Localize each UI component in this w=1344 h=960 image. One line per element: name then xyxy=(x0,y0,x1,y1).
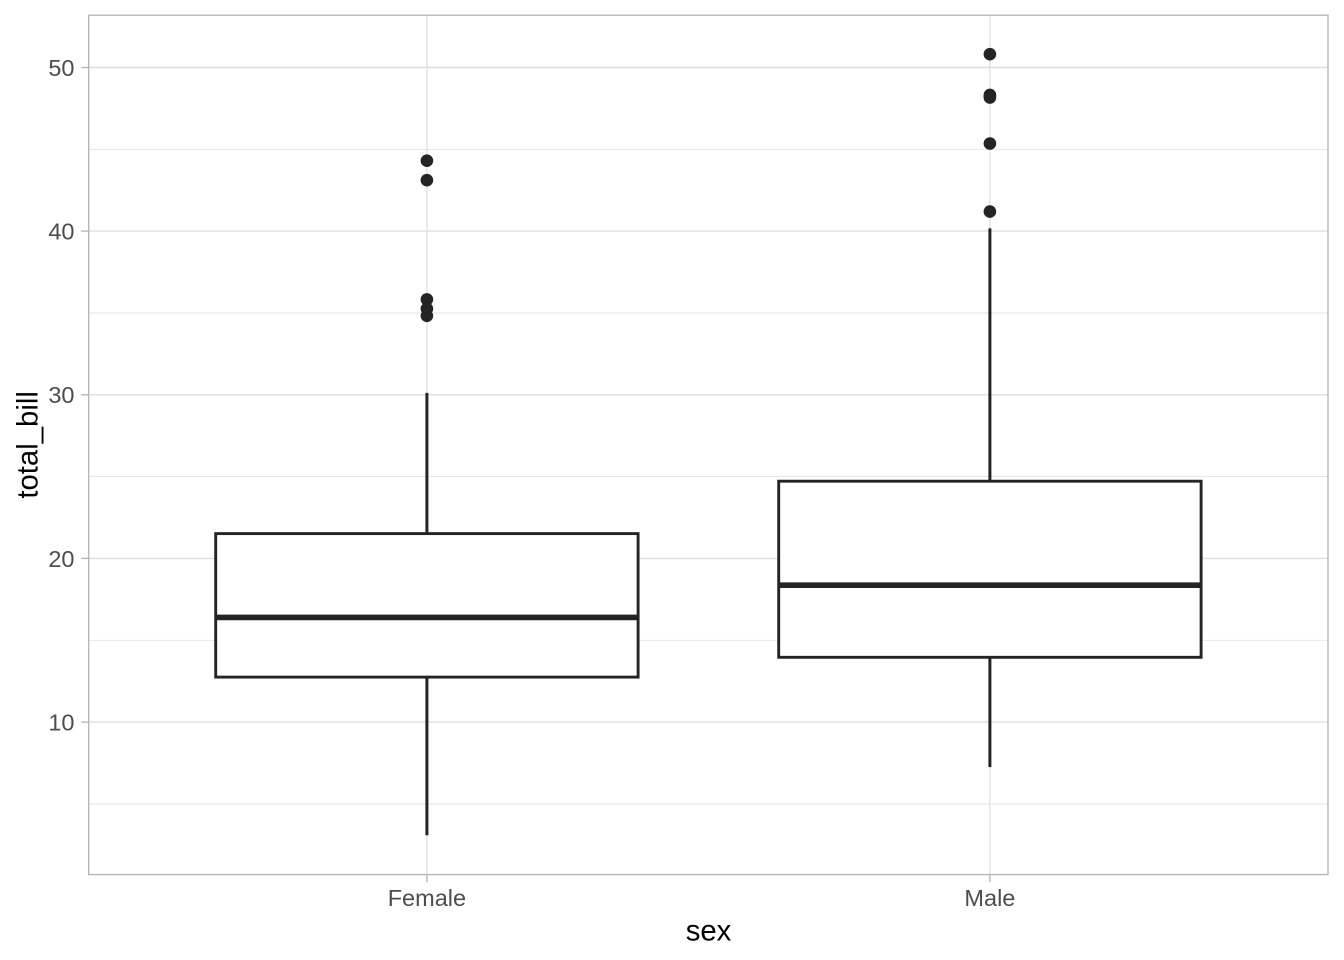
svg-text:10: 10 xyxy=(48,710,74,736)
svg-text:20: 20 xyxy=(48,546,74,572)
svg-text:Male: Male xyxy=(964,885,1015,911)
svg-text:Female: Female xyxy=(388,885,466,911)
svg-text:total_bill: total_bill xyxy=(11,391,44,499)
svg-text:50: 50 xyxy=(48,55,74,81)
svg-text:sex: sex xyxy=(686,915,732,948)
svg-text:40: 40 xyxy=(48,219,74,245)
svg-text:30: 30 xyxy=(48,382,74,408)
